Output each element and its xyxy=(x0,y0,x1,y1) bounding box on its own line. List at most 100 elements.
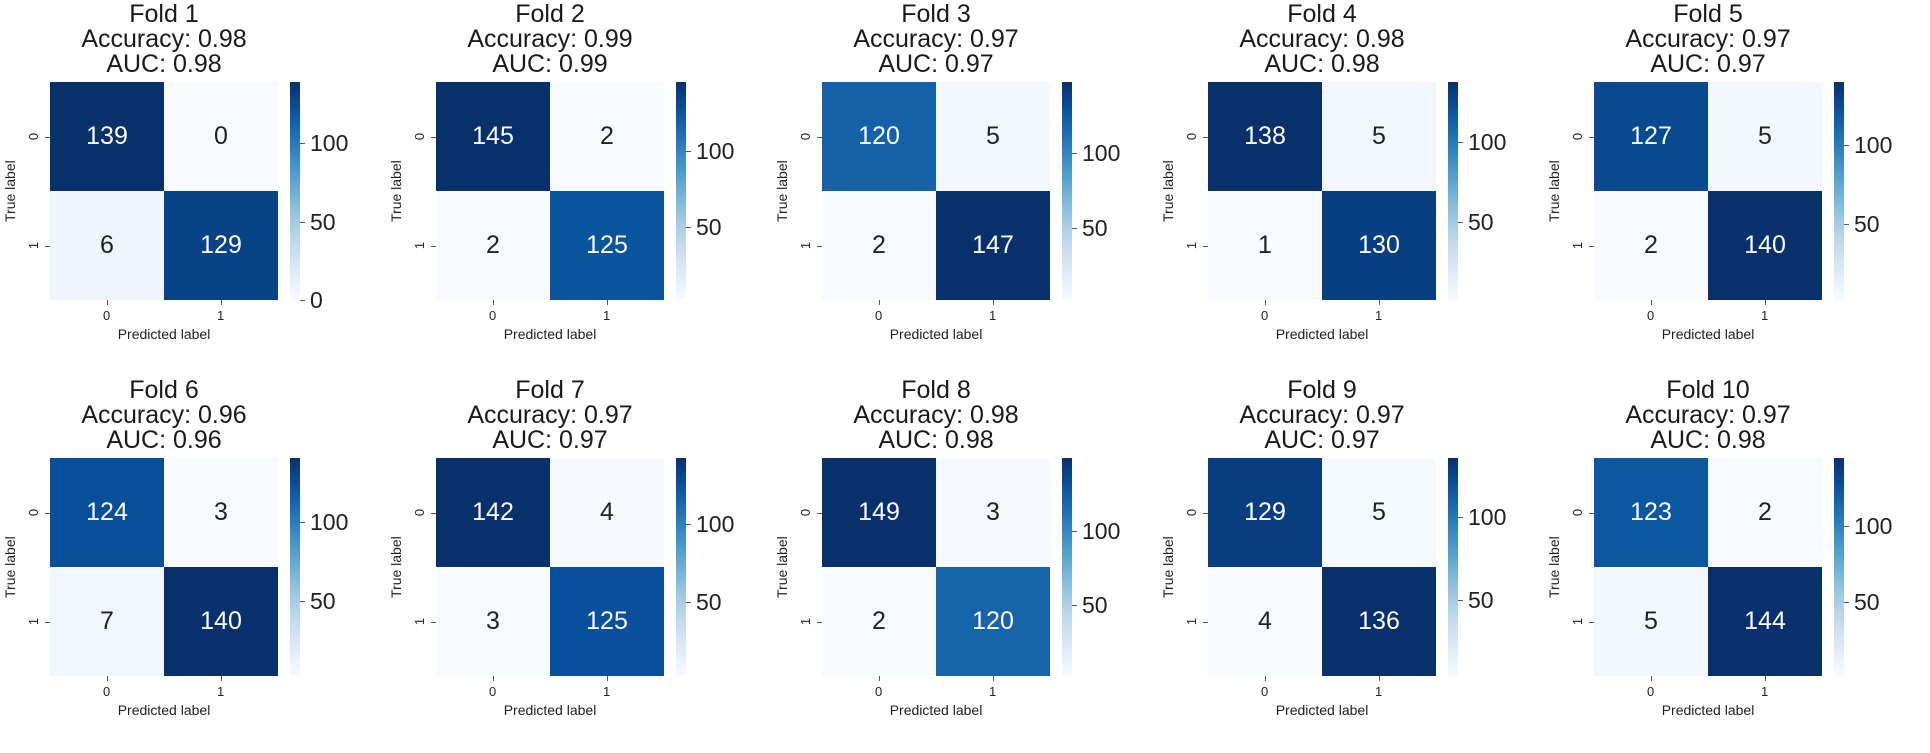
heatmap-cell: 2 xyxy=(1594,191,1708,300)
colorbar-tick-label: 100 xyxy=(1468,129,1507,156)
x-tick-mark xyxy=(1379,300,1380,305)
heatmap-cell: 5 xyxy=(1322,82,1436,191)
colorbar-tick-label: 50 xyxy=(310,208,336,235)
x-tick-label: 1 xyxy=(603,684,611,699)
heatmap-cell: 129 xyxy=(1208,458,1322,567)
heatmap-cell: 138 xyxy=(1208,82,1322,191)
colorbar-tick-label: 100 xyxy=(310,130,349,157)
y-tick-label: 1 xyxy=(1184,617,1200,625)
x-tick-mark xyxy=(1651,300,1652,305)
colorbar-tick-mark xyxy=(1072,152,1077,154)
panel-auc: AUC: 0.97 xyxy=(1650,50,1766,78)
panel-title: Fold 7 xyxy=(515,376,585,404)
x-axis-label: Predicted label xyxy=(117,702,211,718)
x-tick-mark xyxy=(1765,300,1766,305)
panel-title: Fold 6 xyxy=(129,376,199,404)
colorbar-tick-label: 100 xyxy=(696,510,735,537)
x-tick-mark xyxy=(1265,300,1266,305)
confusion-matrix-panel: Fold 3 Accuracy: 0.97 AUC: 0.97 120 5 2 147 0 1 0… xyxy=(772,0,1158,376)
colorbar-tick-label: 50 xyxy=(1854,211,1880,238)
heatmap-cell: 127 xyxy=(1594,82,1708,191)
heatmap-grid: 138 5 1 130 xyxy=(1208,82,1436,300)
panel-auc: AUC: 0.98 xyxy=(106,50,222,78)
heatmap-cell: 3 xyxy=(936,458,1050,567)
y-tick-mark xyxy=(45,621,50,623)
colorbar-tick-label: 50 xyxy=(696,213,722,240)
heatmap-cell: 4 xyxy=(1208,567,1322,676)
y-tick-label: 1 xyxy=(798,617,814,625)
confusion-matrix-panel: Fold 8 Accuracy: 0.98 AUC: 0.98 149 3 2 120 0 1 0… xyxy=(772,376,1158,752)
y-tick-mark xyxy=(1203,136,1208,138)
heatmap-grid: 124 3 7 140 xyxy=(50,458,278,676)
y-tick-label: 1 xyxy=(26,617,42,625)
y-tick-mark xyxy=(45,245,50,247)
x-tick-label: 1 xyxy=(1761,684,1769,699)
y-tick-mark xyxy=(817,136,822,138)
heatmap-grid: 149 3 2 120 xyxy=(822,458,1050,676)
y-tick-label: 0 xyxy=(26,132,42,140)
x-tick-label: 0 xyxy=(875,684,883,699)
panel-accuracy: Accuracy: 0.98 xyxy=(853,401,1019,429)
heatmap-cell: 1 xyxy=(1208,191,1322,300)
colorbar-tick-label: 100 xyxy=(1468,504,1507,531)
x-tick-label: 0 xyxy=(1261,684,1269,699)
heatmap-cell: 3 xyxy=(436,567,550,676)
x-axis-label: Predicted label xyxy=(889,702,983,718)
x-axis-label: Predicted label xyxy=(1275,702,1369,718)
panel-accuracy: Accuracy: 0.97 xyxy=(467,401,633,429)
heatmap-cell: 5 xyxy=(1594,567,1708,676)
x-tick-mark xyxy=(879,676,880,681)
colorbar-tick-mark xyxy=(300,521,305,523)
x-tick-mark xyxy=(1651,676,1652,681)
heatmap-cell: 147 xyxy=(936,191,1050,300)
colorbar-tick-mark xyxy=(300,300,305,301)
panel-title: Fold 4 xyxy=(1287,0,1357,28)
colorbar-tick-mark xyxy=(300,143,305,145)
y-tick-label: 1 xyxy=(26,241,42,249)
heatmap-cell: 4 xyxy=(550,458,664,567)
x-axis-label: Predicted label xyxy=(889,326,983,342)
x-axis-label: Predicted label xyxy=(1275,326,1369,342)
x-tick-mark xyxy=(1379,676,1380,681)
panel-title: Fold 1 xyxy=(129,0,199,28)
y-tick-mark xyxy=(817,621,822,623)
y-tick-mark xyxy=(1589,512,1594,514)
heatmap-cell: 130 xyxy=(1322,191,1436,300)
heatmap-cell: 5 xyxy=(1322,458,1436,567)
confusion-matrix-panel: Fold 4 Accuracy: 0.98 AUC: 0.98 138 5 1 130 0 1 0… xyxy=(1158,0,1544,376)
panel-title: Fold 10 xyxy=(1666,376,1750,404)
colorbar-tick-label: 50 xyxy=(1468,587,1494,614)
heatmap-grid: 120 5 2 147 xyxy=(822,82,1050,300)
colorbar-tick-mark xyxy=(686,523,691,525)
y-tick-mark xyxy=(1203,245,1208,247)
heatmap-grid: 142 4 3 125 xyxy=(436,458,664,676)
x-tick-label: 1 xyxy=(989,684,997,699)
y-tick-label: 0 xyxy=(412,132,428,140)
panel-accuracy: Accuracy: 0.97 xyxy=(1625,25,1791,53)
heatmap-cell: 125 xyxy=(550,567,664,676)
x-tick-label: 0 xyxy=(1647,308,1655,323)
heatmap-cell: 120 xyxy=(822,82,936,191)
y-axis-label: True label xyxy=(388,160,404,222)
colorbar-tick-label: 50 xyxy=(1468,209,1494,236)
panel-auc: AUC: 0.98 xyxy=(1650,426,1766,454)
panel-auc: AUC: 0.98 xyxy=(878,426,994,454)
y-tick-label: 0 xyxy=(798,508,814,516)
x-axis-label: Predicted label xyxy=(1661,702,1755,718)
panel-title: Fold 3 xyxy=(901,0,971,28)
y-axis-label: True label xyxy=(1160,160,1176,222)
y-tick-mark xyxy=(1203,621,1208,623)
colorbar-tick-mark xyxy=(1458,222,1463,224)
y-axis-label: True label xyxy=(1546,160,1562,222)
y-tick-mark xyxy=(817,512,822,514)
panel-accuracy: Accuracy: 0.98 xyxy=(1239,25,1405,53)
panel-title: Fold 8 xyxy=(901,376,971,404)
heatmap-cell: 2 xyxy=(822,567,936,676)
y-tick-label: 1 xyxy=(1184,241,1200,249)
x-tick-mark xyxy=(107,300,108,305)
x-tick-label: 0 xyxy=(1261,308,1269,323)
colorbar-tick-mark xyxy=(1458,517,1463,519)
x-tick-mark xyxy=(1265,676,1266,681)
colorbar xyxy=(676,82,686,300)
y-tick-label: 0 xyxy=(1570,132,1586,140)
